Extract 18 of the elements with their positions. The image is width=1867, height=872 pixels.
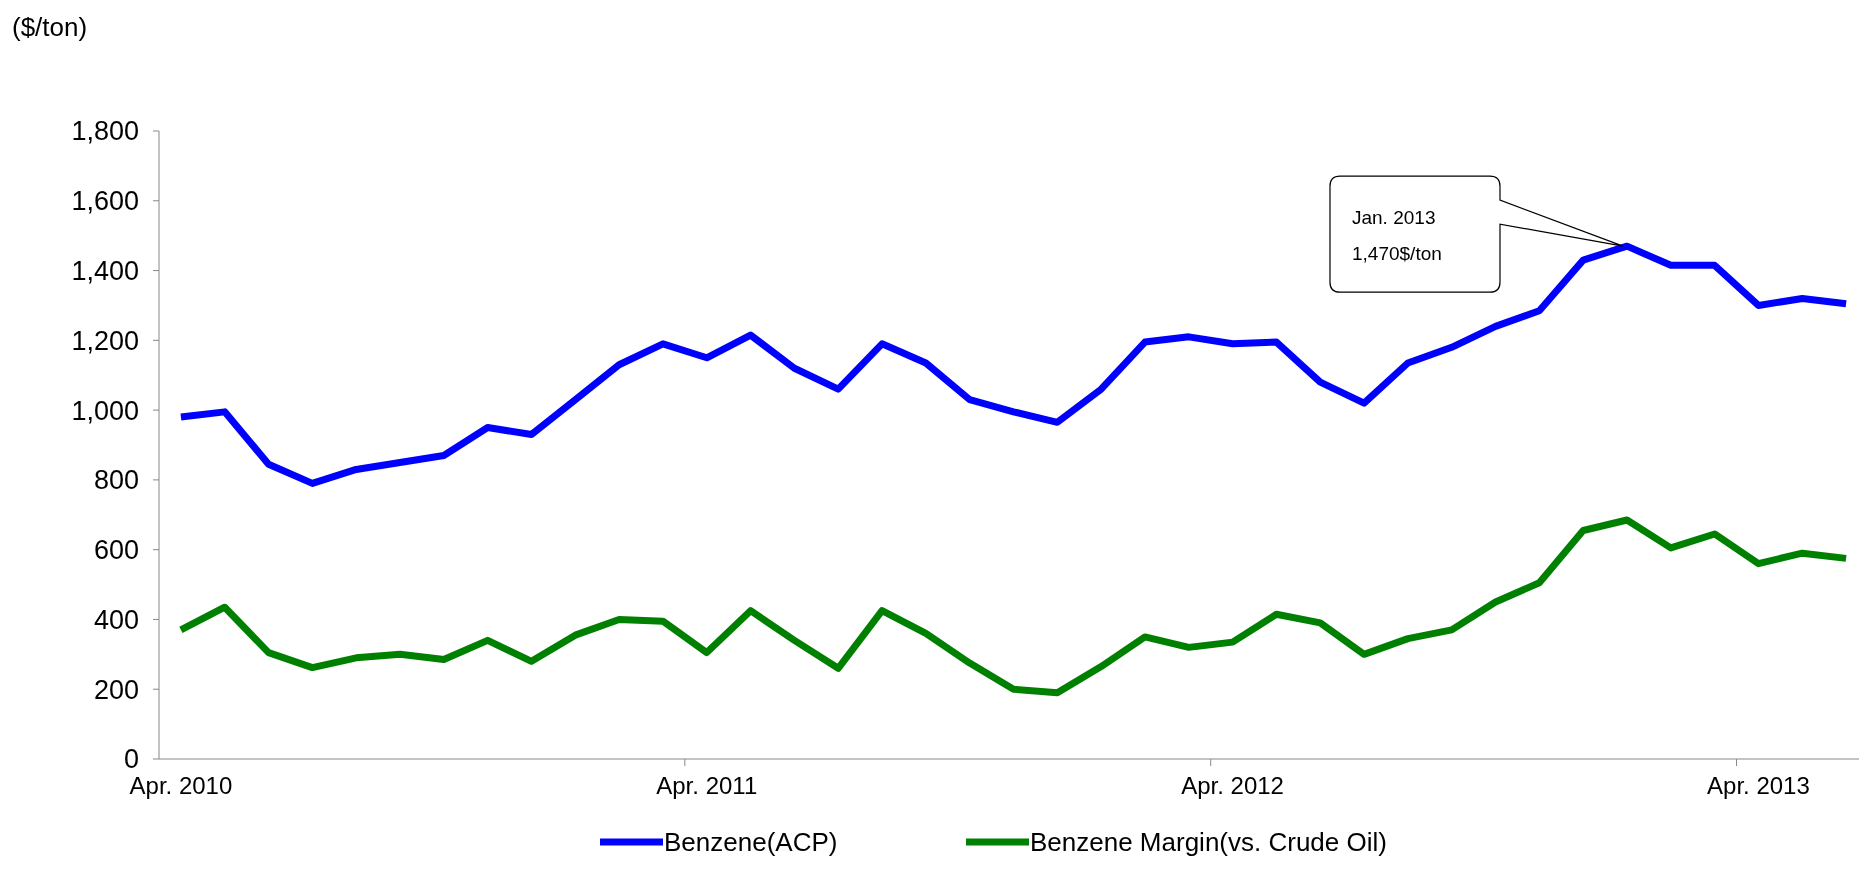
- x-tick-label: Apr. 2010: [129, 772, 233, 799]
- legend-label: Benzene Margin(vs. Crude Oil): [1030, 827, 1387, 858]
- y-tick-label: 0: [123, 744, 139, 775]
- legend-label: Benzene(ACP): [664, 827, 838, 858]
- x-tick-label: Apr. 2013: [1707, 772, 1810, 799]
- y-tick-label: 600: [93, 535, 139, 566]
- y-tick-label: 1,800: [71, 116, 139, 147]
- y-tick-label: 200: [93, 674, 139, 705]
- y-tick-label: 800: [93, 465, 139, 496]
- y-tick-label: 1,200: [71, 325, 139, 356]
- y-tick-label: 1,400: [71, 256, 139, 287]
- y-tick-label: 400: [93, 604, 139, 635]
- y-tick-label: 1,000: [71, 395, 139, 426]
- x-tick-label: Apr. 2011: [656, 772, 758, 799]
- annotation: Jan. 2013 1,470$/ton: [1351, 207, 1442, 265]
- y-tick-label: 1,600: [71, 186, 139, 217]
- x-tick-label: Apr. 2012: [1181, 772, 1284, 799]
- y-axis-title: ($/ton): [12, 12, 88, 42]
